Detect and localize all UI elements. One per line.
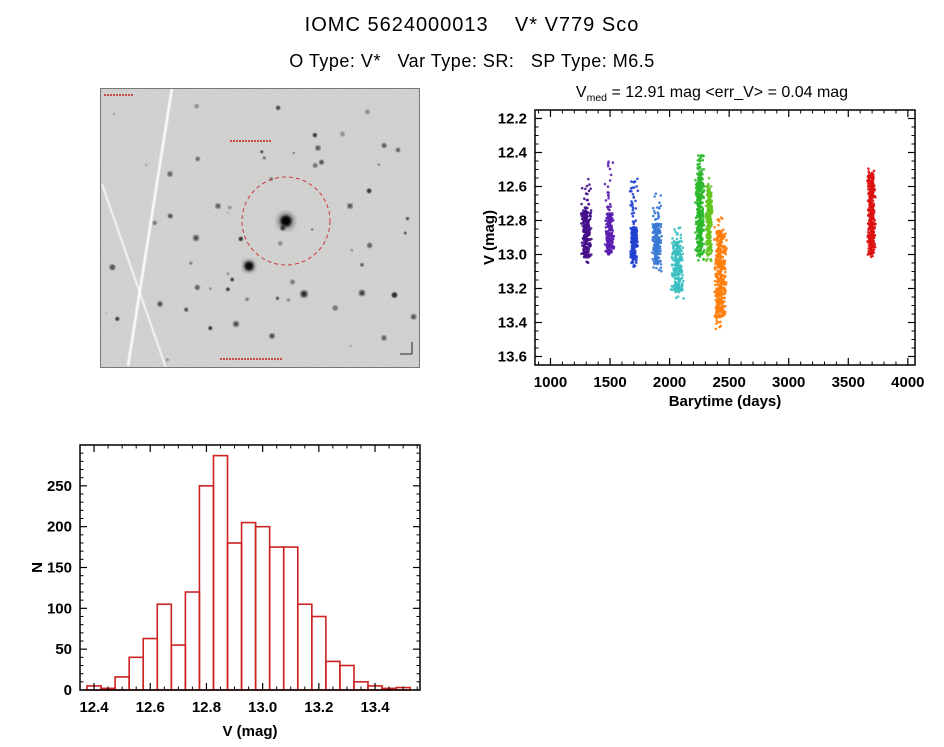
x-tick-label: 1500 [593, 374, 626, 391]
lightcurve-axes: 1000 1500 2000 2500 3000 3500 4000 12.2 12.4 12.6… [481, 109, 925, 410]
x-tick-label: 4000 [891, 374, 924, 391]
lightcurve-plot: 1000 1500 2000 2500 3000 3500 4000 12.2 12.4 12.6… [481, 109, 925, 410]
y-tick-label: 100 [47, 600, 72, 617]
histogram-bars [86, 454, 411, 691]
page-title: IOMC 5624000013 V* V779 Sco [304, 14, 640, 36]
x-tick-label: 13.2 [304, 699, 333, 716]
y-tick-label: 12.6 [498, 179, 527, 196]
y-tick-label: 13.4 [498, 315, 528, 332]
target-star [264, 199, 308, 243]
x-tick-label: 12.6 [136, 699, 165, 716]
histogram-axes: 12.4 12.6 12.8 13.0 13.2 13.4 0 50 100 150 200 250 V… [30, 444, 421, 740]
y-tick-label: 150 [47, 560, 72, 577]
x-tick-label: 12.8 [192, 699, 221, 716]
finding-chart [100, 87, 420, 369]
x-tick-label: 2500 [712, 374, 745, 391]
target-marker-circle [241, 176, 331, 266]
x-axis-label: V (mag) [222, 723, 277, 740]
y-tick-label: 200 [47, 519, 72, 536]
y-axis-label: N [30, 562, 46, 573]
y-tick-label: 13.6 [498, 349, 527, 366]
x-tick-label: 13.0 [248, 699, 277, 716]
x-tick-label: 3000 [772, 374, 805, 391]
y-tick-label: 12.8 [498, 213, 527, 230]
x-tick-label: 12.4 [79, 699, 109, 716]
y-tick-label: 12.4 [498, 145, 528, 162]
lightcurve-points [579, 154, 877, 331]
page-subtitle: O Type: V* Var Type: SR: SP Type: M6.5 [289, 51, 655, 71]
vmed-value-text: = 12.91 mag <err_V> = 0.04 mag [607, 84, 849, 101]
y-tick-label: 50 [55, 641, 72, 658]
x-tick-label: 3500 [832, 374, 865, 391]
y-tick-label: 0 [64, 682, 72, 699]
y-tick-label: 250 [47, 478, 72, 495]
x-axis-label: Barytime (days) [669, 393, 782, 410]
x-tick-label: 1000 [534, 374, 567, 391]
lightcurve-title: Vmed = 12.91 mag <err_V> = 0.04 mag [480, 84, 944, 104]
finding-chart-image [100, 87, 420, 369]
x-tick-label: 13.4 [360, 699, 390, 716]
histogram-plot: 12.4 12.6 12.8 13.0 13.2 13.4 0 50 100 150 200 250 V… [30, 444, 421, 740]
y-tick-label: 12.2 [498, 111, 527, 128]
chart-annotations [104, 94, 282, 360]
vmed-subscript: med [586, 92, 608, 105]
y-tick-label: 13.0 [498, 247, 527, 264]
image-border [100, 88, 420, 368]
compass-mark [400, 342, 413, 355]
image-streaks [101, 87, 174, 369]
y-axis-label: V (mag) [481, 210, 498, 265]
bright-stars [242, 259, 308, 298]
x-tick-label: 2000 [653, 374, 686, 391]
field-stars [105, 103, 417, 362]
vmed-symbol: V [575, 84, 587, 101]
y-tick-label: 13.2 [498, 281, 527, 298]
